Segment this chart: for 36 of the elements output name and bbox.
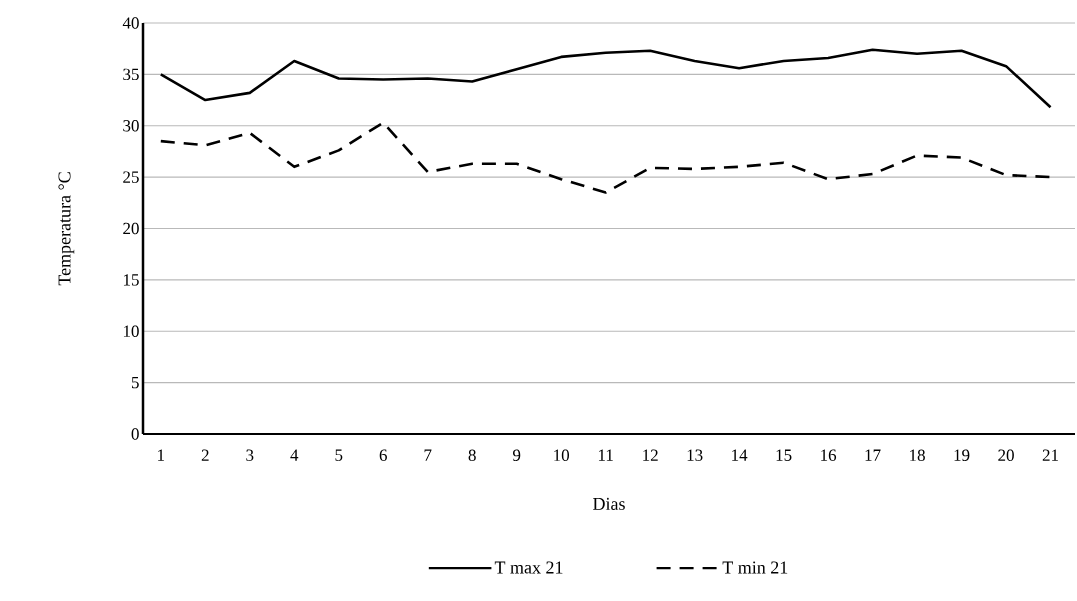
x-tick-label: 19 [954, 449, 970, 461]
x-tick-label: 7 [424, 449, 432, 461]
y-tick-label: 0 [131, 428, 139, 440]
x-axis-title: Dias [593, 497, 625, 510]
x-tick-label: 21 [1042, 449, 1059, 461]
legend-label: T max 21 [494, 561, 563, 574]
x-tick-label: 12 [643, 449, 658, 461]
legend-label: T min 21 [722, 561, 788, 574]
y-tick-label: 20 [123, 222, 139, 235]
x-tick-label: 9 [512, 449, 521, 461]
y-tick-label: 25 [123, 171, 139, 183]
line-series [159, 48, 1052, 109]
y-tick-label: 30 [123, 120, 139, 132]
y-tick-label: 5 [131, 376, 139, 389]
x-tick-label: 8 [468, 449, 476, 461]
x-tick-label: 10 [554, 449, 570, 461]
x-tick-label: 20 [998, 449, 1014, 461]
x-tick-label: 15 [776, 449, 792, 461]
y-tick-label: 35 [123, 68, 139, 81]
x-tick-label: 17 [865, 449, 881, 461]
x-tick-label: 14 [732, 449, 748, 461]
x-tick-label: 6 [379, 449, 387, 461]
x-tick-label: 2 [201, 449, 209, 461]
x-tick-label: 4 [290, 449, 299, 461]
line-series [159, 121, 1052, 194]
x-tick-label: 11 [598, 449, 613, 461]
x-tick-label: 18 [910, 449, 925, 461]
x-tick-label: 13 [687, 449, 703, 461]
y-tick-label: 10 [123, 325, 139, 337]
x-tick-label: 3 [246, 449, 254, 461]
x-tick-label: 1 [158, 449, 165, 461]
y-tick-label: 15 [123, 274, 139, 286]
x-tick-label: 5 [335, 449, 343, 461]
y-tick-label: 40 [122, 17, 139, 29]
y-axis-title: Temperatura °C [58, 172, 75, 286]
x-tick-label: 16 [821, 449, 837, 461]
